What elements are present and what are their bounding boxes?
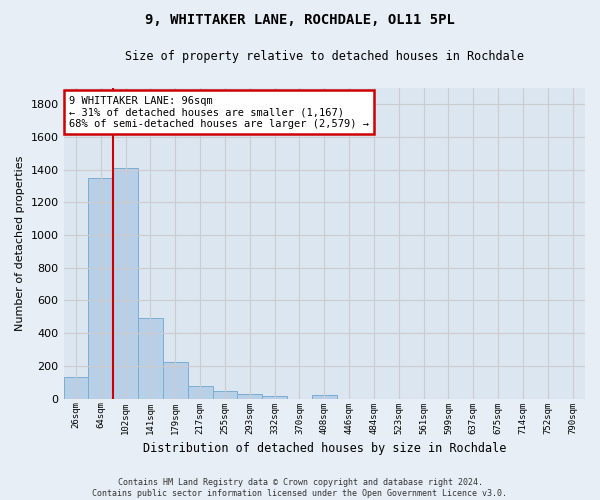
Bar — [262, 396, 287, 398]
Text: 9 WHITTAKER LANE: 96sqm
← 31% of detached houses are smaller (1,167)
68% of semi: 9 WHITTAKER LANE: 96sqm ← 31% of detache… — [69, 96, 369, 128]
Title: Size of property relative to detached houses in Rochdale: Size of property relative to detached ho… — [125, 50, 524, 63]
Text: 9, WHITTAKER LANE, ROCHDALE, OL11 5PL: 9, WHITTAKER LANE, ROCHDALE, OL11 5PL — [145, 12, 455, 26]
Bar — [138, 318, 163, 398]
Bar — [238, 394, 262, 398]
Bar — [188, 386, 212, 398]
Text: Contains HM Land Registry data © Crown copyright and database right 2024.
Contai: Contains HM Land Registry data © Crown c… — [92, 478, 508, 498]
Bar — [212, 392, 238, 398]
Bar — [312, 396, 337, 398]
Bar — [88, 178, 113, 398]
Y-axis label: Number of detached properties: Number of detached properties — [15, 156, 25, 331]
Bar — [64, 376, 88, 398]
X-axis label: Distribution of detached houses by size in Rochdale: Distribution of detached houses by size … — [143, 442, 506, 455]
Bar — [113, 168, 138, 398]
Bar — [163, 362, 188, 399]
